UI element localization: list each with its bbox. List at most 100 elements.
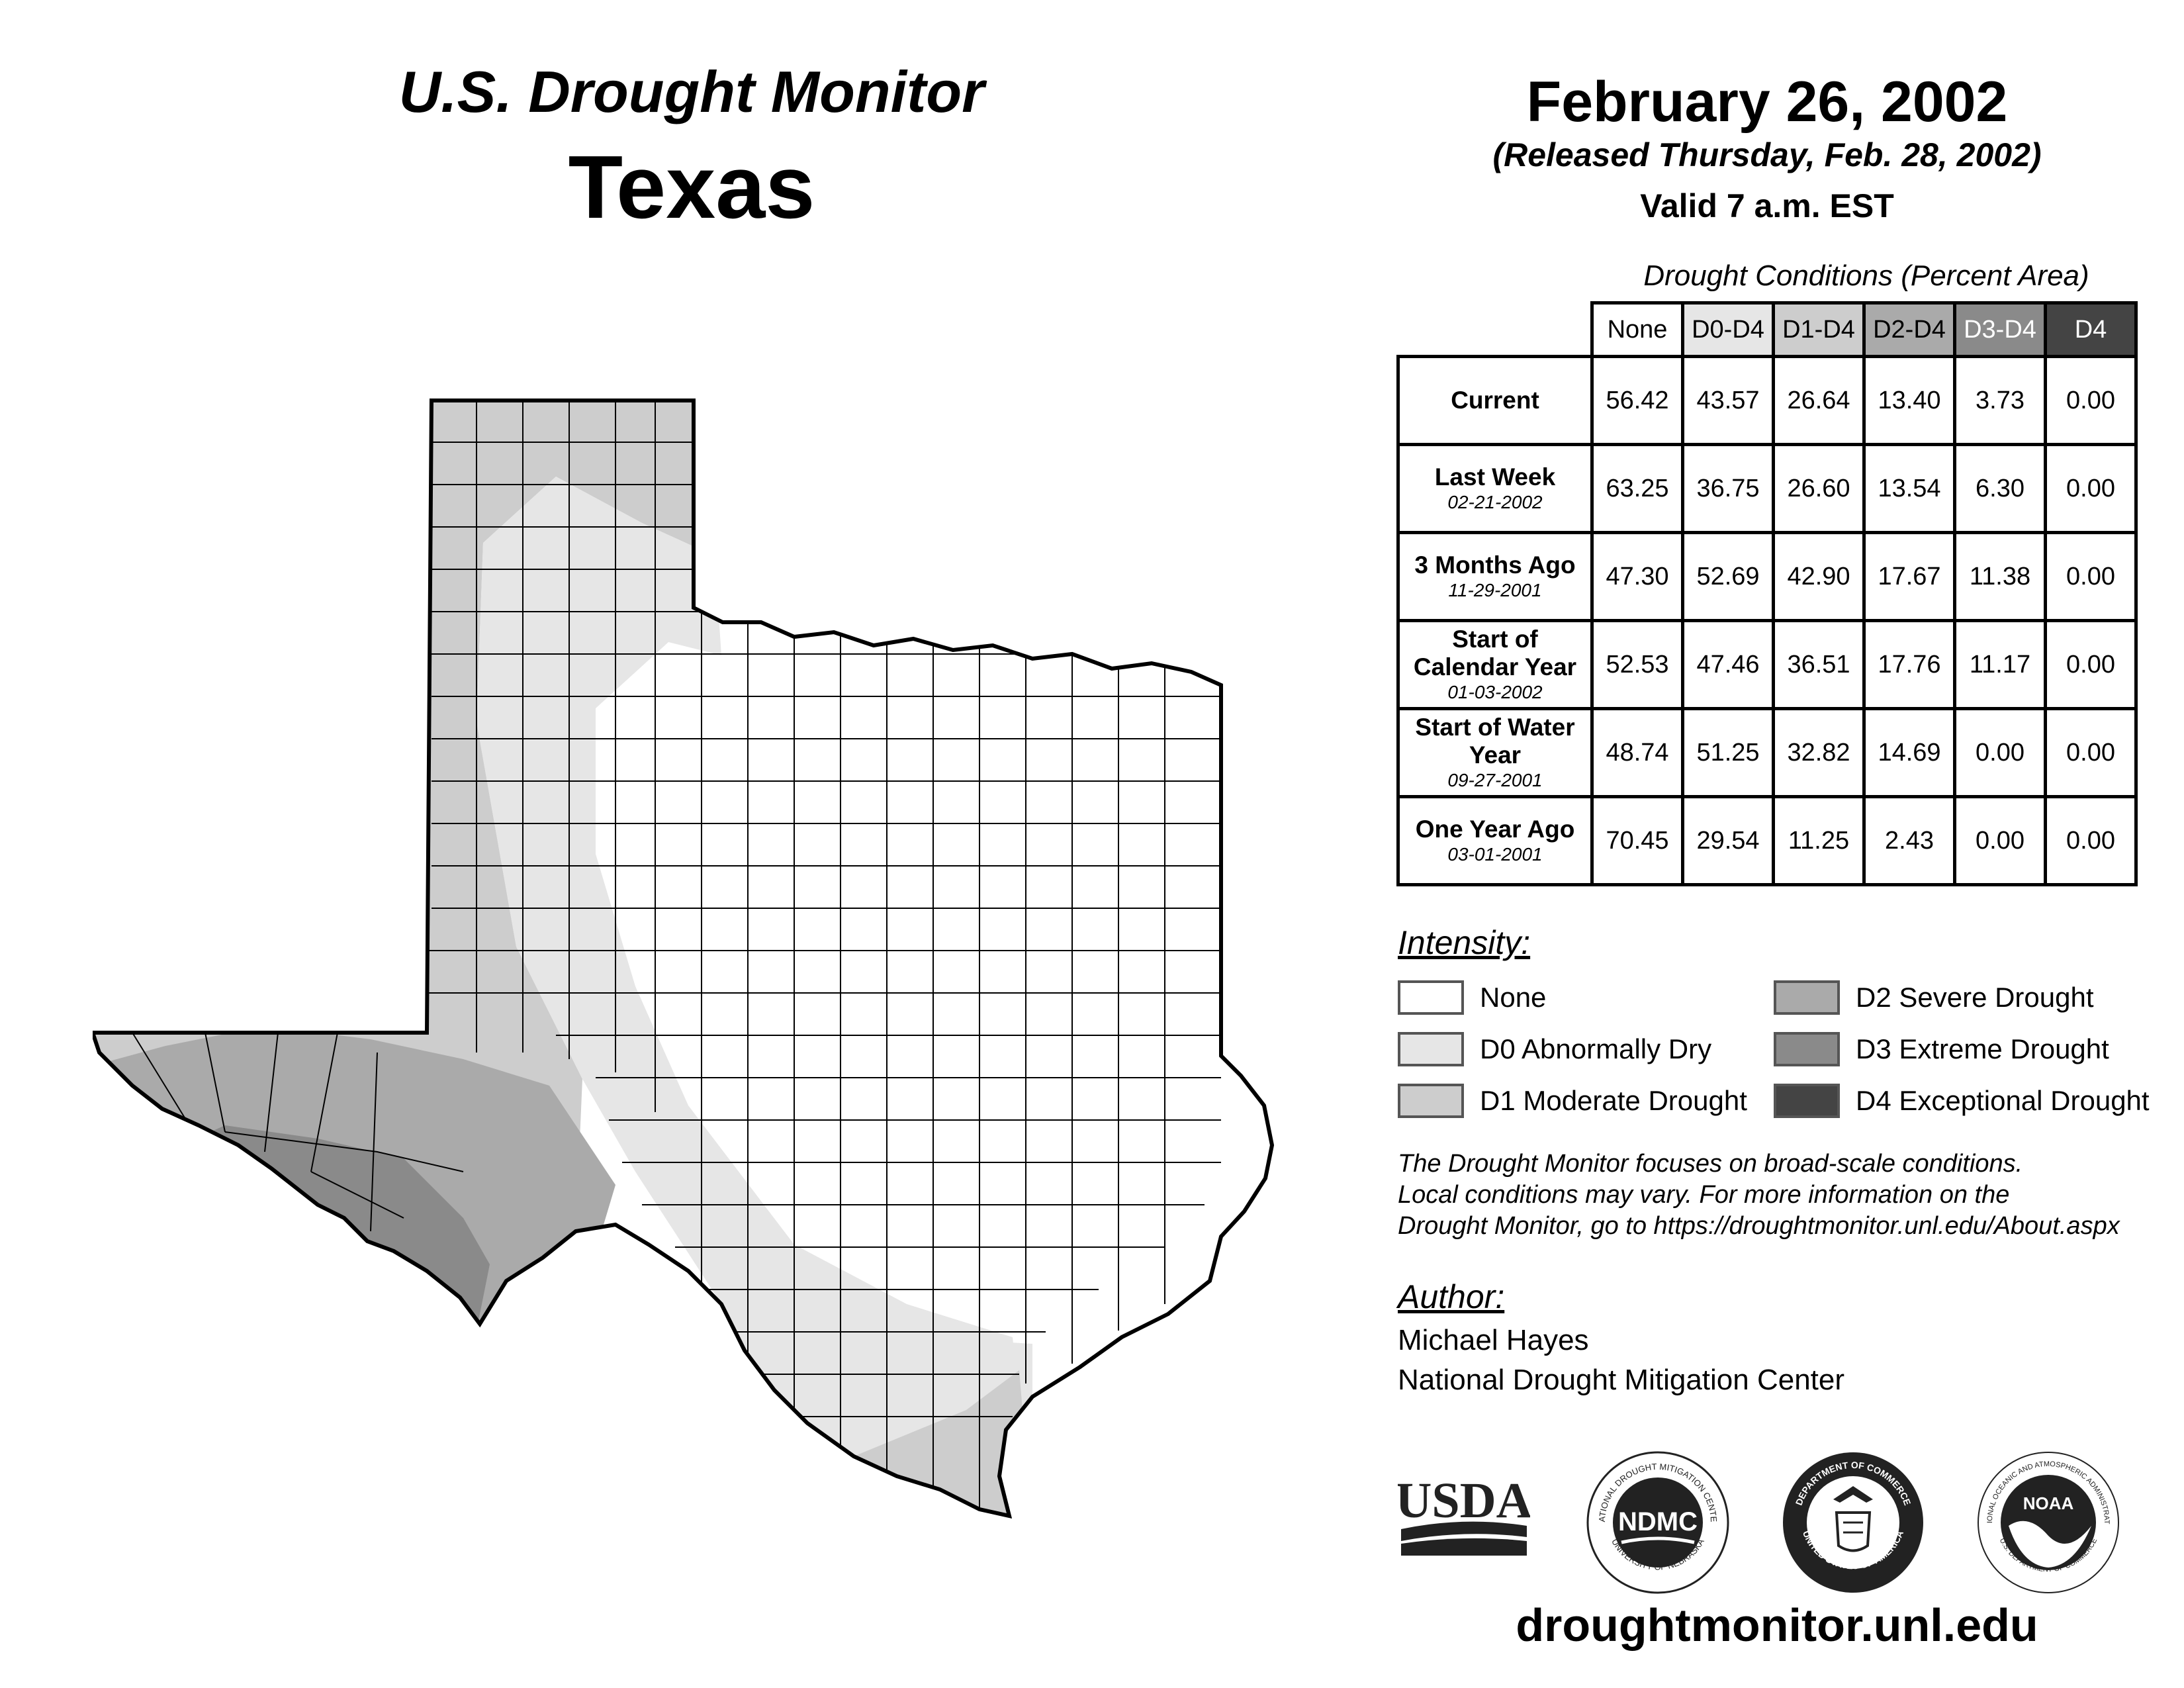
row-label: Last Week 02-21-2002 — [1396, 443, 1594, 534]
table-cell: 51.25 — [1681, 707, 1775, 798]
legend-item-d2: D2 Severe Drought — [1774, 977, 2094, 1018]
table-cell: 2.43 — [1862, 795, 1956, 886]
table-cell: 17.67 — [1862, 531, 1956, 622]
table-cell: 13.40 — [1862, 355, 1956, 446]
table-row: Last Week 02-21-2002 63.25 36.75 26.60 13… — [1396, 443, 2138, 534]
release-date: (Released Thursday, Feb. 28, 2002) — [1492, 136, 2042, 173]
table-cell: 6.30 — [1953, 443, 2047, 534]
row-label-text: Start of Water Year — [1415, 714, 1575, 769]
noaa-logo: NATIONAL OCEANIC AND ATMOSPHERIC ADMINIS… — [1976, 1450, 2119, 1593]
legend-label: D3 Extreme Drought — [1856, 1033, 2109, 1064]
row-date: 11-29-2001 — [1448, 580, 1542, 600]
legend-swatch — [1774, 1032, 1840, 1066]
usda-logo-text: USDA — [1398, 1473, 1530, 1528]
legend-label: None — [1480, 982, 1547, 1013]
county-lines — [132, 400, 1221, 1509]
table-cell: 0.00 — [2044, 795, 2138, 886]
table-cell: 52.53 — [1590, 619, 1684, 710]
note-line: The Drought Monitor focuses on broad-sca… — [1398, 1150, 2023, 1178]
table-cell: 13.54 — [1862, 443, 1956, 534]
legend-label: D2 Severe Drought — [1856, 982, 2094, 1013]
legend-swatch — [1398, 1084, 1464, 1118]
table-cell: 0.00 — [2044, 619, 2138, 710]
map-title: U.S. Drought Monitor — [398, 59, 985, 124]
column-header: None — [1590, 301, 1684, 358]
table-row: Start of Water Year 09-27-2001 48.74 51.2… — [1396, 707, 2138, 798]
row-date: 02-21-2002 — [1447, 492, 1543, 512]
row-label-text: One Year Ago — [1415, 816, 1575, 843]
legend-swatch — [1398, 1032, 1464, 1066]
author-organization: National Drought Mitigation Center — [1398, 1364, 1845, 1396]
row-label: 3 Months Ago 11-29-2001 — [1396, 531, 1594, 622]
table-cell: 29.54 — [1681, 795, 1775, 886]
valid-time: Valid 7 a.m. EST — [1640, 187, 1894, 224]
table-cell: 26.60 — [1772, 443, 1866, 534]
conditions-table-title: Drought Conditions (Percent Area) — [1643, 259, 2089, 292]
table-cell: 0.00 — [2044, 355, 2138, 446]
column-header: D1-D4 — [1772, 301, 1866, 358]
row-label-text: Current — [1451, 387, 1539, 414]
table-cell: 70.45 — [1590, 795, 1684, 886]
row-label: Start of Calendar Year 01-03-2002 — [1396, 619, 1594, 710]
table-cell: 0.00 — [2044, 707, 2138, 798]
table-cell: 11.25 — [1772, 795, 1866, 886]
column-header: D2-D4 — [1862, 301, 1956, 358]
row-date: 01-03-2002 — [1447, 682, 1543, 702]
table-cell: 0.00 — [2044, 443, 2138, 534]
row-date: 03-01-2001 — [1447, 844, 1543, 865]
note-line: Drought Monitor, go to https://droughtmo… — [1398, 1212, 2120, 1240]
map-date: February 26, 2002 — [1526, 70, 2008, 134]
legend-swatch — [1398, 980, 1464, 1015]
row-label-text: Start of Calendar Year — [1413, 626, 1577, 680]
row-date: 09-27-2001 — [1447, 770, 1543, 790]
column-header: D4 — [2044, 301, 2138, 358]
column-header: D0-D4 — [1681, 301, 1775, 358]
legend-item-d4: D4 Exceptional Drought — [1774, 1080, 2150, 1121]
table-cell: 0.00 — [2044, 531, 2138, 622]
footer-url[interactable]: droughtmonitor.unl.edu — [1516, 1599, 2038, 1651]
table-row: Current 56.42 43.57 26.64 13.40 3.73 0.0… — [1396, 355, 2138, 446]
legend-item-d0: D0 Abnormally Dry — [1398, 1029, 1711, 1070]
row-label: One Year Ago 03-01-2001 — [1396, 795, 1594, 886]
table-row: 3 Months Ago 11-29-2001 47.30 52.69 42.90… — [1396, 531, 2138, 622]
author-name: Michael Hayes — [1398, 1324, 1589, 1356]
note-line: Local conditions may vary. For more info… — [1398, 1181, 2010, 1209]
table-cell: 56.42 — [1590, 355, 1684, 446]
ndmc-logo-text: NDMC — [1618, 1507, 1698, 1536]
texas-drought-map — [93, 391, 1284, 1529]
legend-swatch — [1774, 1084, 1840, 1118]
department-of-commerce-seal: DEPARTMENT OF COMMERCE UNITED STATES OF … — [1783, 1452, 1923, 1593]
table-cell: 36.75 — [1681, 443, 1775, 534]
noaa-logo-text: NOAA — [2023, 1493, 2074, 1513]
table-cell: 42.90 — [1772, 531, 1866, 622]
table-cell: 0.00 — [1953, 795, 2047, 886]
column-header: D3-D4 — [1953, 301, 2047, 358]
disclaimer-note: The Drought Monitor focuses on broad-sca… — [1398, 1149, 2179, 1242]
table-row: Start of Calendar Year 01-03-2002 52.53 4… — [1396, 619, 2138, 710]
row-label-text: 3 Months Ago — [1414, 551, 1576, 579]
legend-swatch — [1774, 980, 1840, 1015]
state-title: Texas — [568, 137, 815, 237]
table-cell: 26.64 — [1772, 355, 1866, 446]
table-cell: 47.30 — [1590, 531, 1684, 622]
row-label: Current — [1396, 355, 1594, 446]
row-label-text: Last Week — [1434, 463, 1556, 491]
row-label: Start of Water Year 09-27-2001 — [1396, 707, 1594, 798]
table-cell: 43.57 — [1681, 355, 1775, 446]
usda-logo: USDA — [1398, 1473, 1530, 1556]
table-cell: 63.25 — [1590, 443, 1684, 534]
table-cell: 14.69 — [1862, 707, 1956, 798]
drought-conditions-table: None D0-D4 D1-D4 D2-D4 D3-D4 D4 Current … — [1396, 301, 2138, 886]
ndmc-logo: NATIONAL DROUGHT MITIGATION CENTER UNIVE… — [1585, 1450, 1729, 1594]
table-header-row: None D0-D4 D1-D4 D2-D4 D3-D4 D4 — [1398, 301, 2138, 358]
table-cell: 52.69 — [1681, 531, 1775, 622]
table-cell: 17.76 — [1862, 619, 1956, 710]
table-cell: 0.00 — [1953, 707, 2047, 798]
table-cell: 32.82 — [1772, 707, 1866, 798]
table-cell: 11.17 — [1953, 619, 2047, 710]
legend-label: D0 Abnormally Dry — [1480, 1033, 1712, 1064]
legend-label: D4 Exceptional Drought — [1856, 1085, 2150, 1116]
table-cell: 48.74 — [1590, 707, 1684, 798]
table-cell: 11.38 — [1953, 531, 2047, 622]
table-row: One Year Ago 03-01-2001 70.45 29.54 11.25… — [1396, 795, 2138, 886]
